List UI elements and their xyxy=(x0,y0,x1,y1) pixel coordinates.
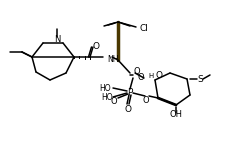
Text: HO: HO xyxy=(101,93,113,101)
Text: O: O xyxy=(124,104,131,114)
Text: H: H xyxy=(148,73,153,79)
Text: HO: HO xyxy=(99,84,111,93)
Text: O: O xyxy=(143,95,149,104)
Text: Cl: Cl xyxy=(140,24,148,32)
Text: OH: OH xyxy=(169,110,182,119)
Text: O: O xyxy=(133,67,140,75)
Text: O: O xyxy=(111,97,117,106)
Text: O: O xyxy=(92,41,99,50)
Text: S: S xyxy=(197,75,203,84)
Text: O: O xyxy=(155,71,162,80)
Text: N: N xyxy=(54,34,60,43)
Text: P: P xyxy=(127,88,133,97)
Text: NH: NH xyxy=(107,54,119,63)
Text: O: O xyxy=(137,73,144,82)
